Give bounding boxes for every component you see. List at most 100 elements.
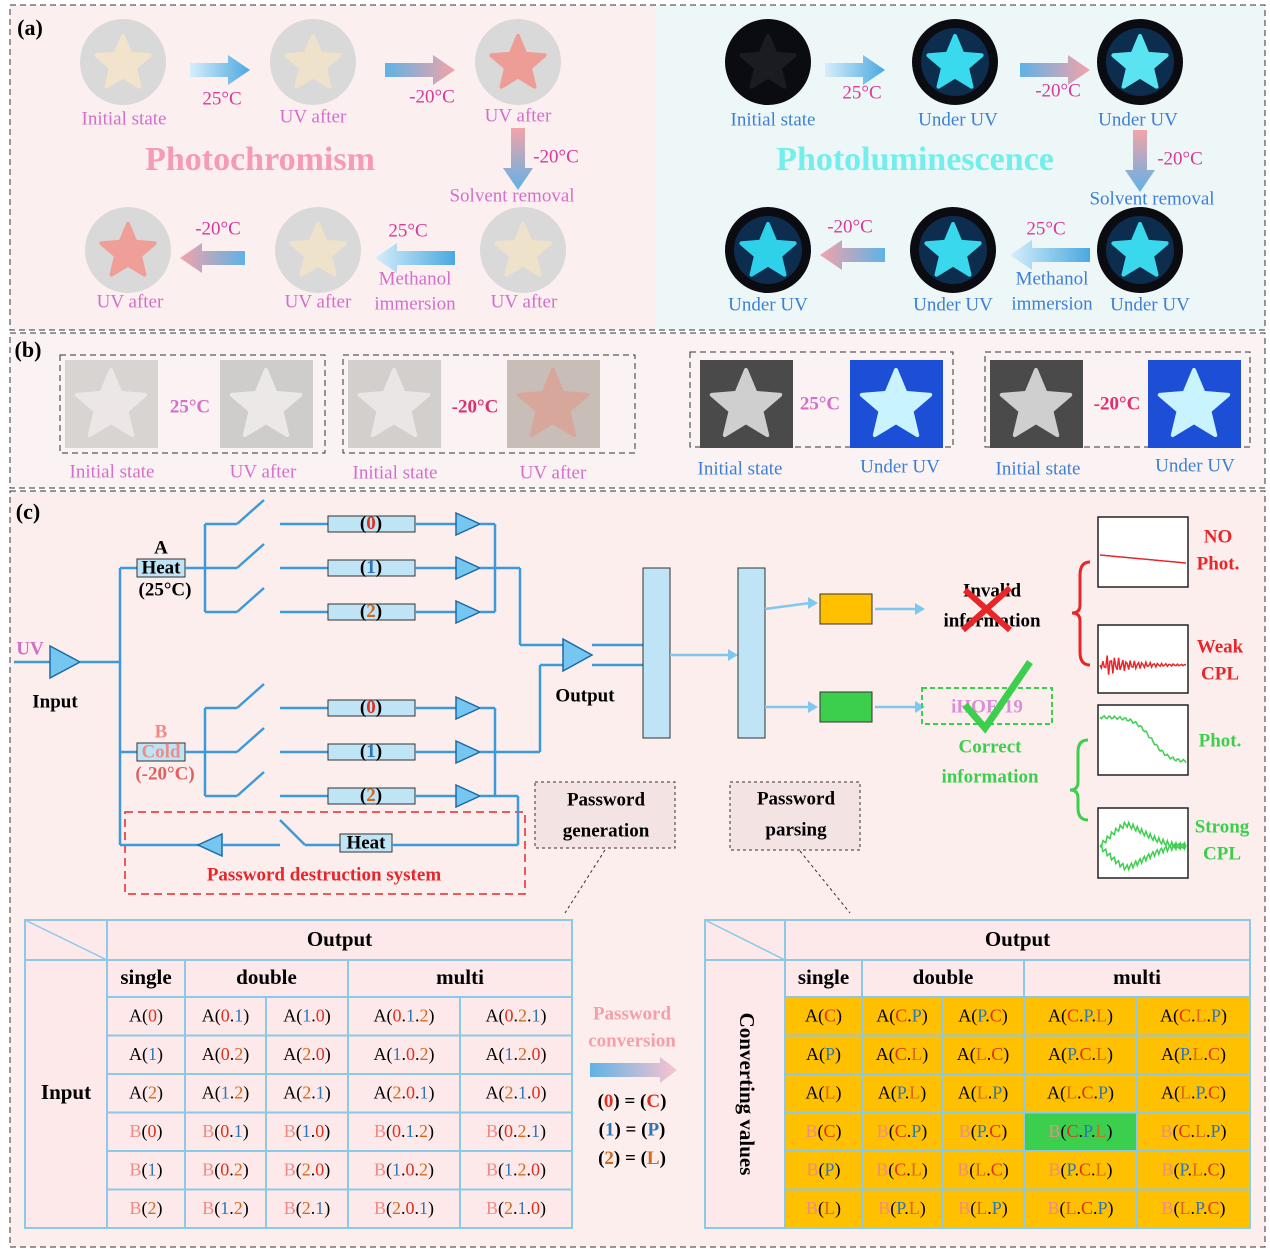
glyph: ( bbox=[360, 513, 366, 534]
glyph: . bbox=[527, 1121, 532, 1141]
glyph: ) bbox=[1003, 1044, 1009, 1065]
glyph: 0 bbox=[366, 513, 376, 534]
glyph: . bbox=[1093, 1198, 1098, 1218]
glyph: ( bbox=[214, 1159, 220, 1180]
glyph: ) bbox=[324, 1159, 330, 1180]
label: UV after bbox=[230, 461, 297, 482]
label: A(2) bbox=[129, 1082, 163, 1103]
glyph: P bbox=[992, 1082, 1002, 1102]
label: iHOF-19 bbox=[951, 696, 1023, 717]
glyph: L bbox=[1193, 1044, 1204, 1064]
glyph: A bbox=[129, 1044, 142, 1064]
glyph: P bbox=[647, 1120, 659, 1141]
label: -20°C bbox=[1094, 393, 1141, 414]
glyph: ( bbox=[641, 1120, 647, 1141]
label: Solvent removal bbox=[449, 185, 574, 206]
glyph: . bbox=[401, 1121, 406, 1141]
arrow-head bbox=[915, 603, 925, 615]
label: Initial state bbox=[996, 458, 1081, 479]
glyph: 1 bbox=[316, 1082, 325, 1102]
cell-bg bbox=[1137, 1035, 1250, 1074]
glyph: ) bbox=[324, 1198, 330, 1219]
glyph: 2 bbox=[302, 1082, 311, 1102]
glyph: B bbox=[284, 1198, 296, 1218]
glyph: 1 bbox=[393, 1044, 402, 1064]
glyph: ) bbox=[1108, 1082, 1114, 1103]
label: A(1.2) bbox=[202, 1082, 250, 1103]
cell-bg bbox=[1024, 997, 1137, 1036]
glyph: A bbox=[202, 1005, 215, 1025]
glyph: A bbox=[805, 1005, 818, 1025]
glyph: . bbox=[311, 1082, 316, 1102]
glyph: 0 bbox=[532, 1082, 541, 1102]
label: B(C.L) bbox=[876, 1159, 928, 1180]
glyph: . bbox=[1092, 1044, 1097, 1064]
glyph: B bbox=[959, 1121, 971, 1141]
decoder bbox=[737, 567, 766, 739]
glyph: ( bbox=[214, 1198, 220, 1219]
glyph: ) bbox=[541, 1044, 547, 1065]
glyph: ) bbox=[243, 1082, 249, 1103]
glyph: 2 bbox=[234, 1082, 243, 1102]
arrow-head bbox=[808, 701, 818, 713]
glyph: B bbox=[202, 1159, 214, 1179]
label: B(L.P) bbox=[958, 1198, 1008, 1219]
star bbox=[74, 368, 148, 438]
cell-bg bbox=[942, 1189, 1024, 1228]
glyph: L bbox=[976, 1044, 987, 1064]
glyph: A bbox=[878, 1082, 891, 1102]
glyph: . bbox=[415, 1198, 420, 1218]
glyph: P bbox=[1211, 1121, 1221, 1141]
star bbox=[1111, 34, 1169, 89]
label: Password bbox=[757, 788, 836, 809]
label: -20°C bbox=[827, 216, 873, 237]
glyph: B bbox=[876, 1159, 888, 1179]
glyph: ) bbox=[836, 1121, 842, 1142]
glyph: . bbox=[527, 1198, 532, 1218]
glyph: C bbox=[1081, 1082, 1093, 1102]
label: B(P.L) bbox=[878, 1198, 926, 1219]
glyph: C bbox=[1067, 1005, 1079, 1025]
label: Phot. bbox=[1199, 730, 1242, 751]
glyph: ( bbox=[498, 1159, 504, 1180]
label: A(C) bbox=[805, 1005, 842, 1026]
label: B(P.C.L) bbox=[1048, 1159, 1112, 1180]
glyph: ( bbox=[386, 1198, 392, 1219]
cell-bg bbox=[942, 1074, 1024, 1113]
label: 25°C bbox=[170, 396, 210, 417]
glyph: P bbox=[912, 1005, 922, 1025]
glyph: L bbox=[1179, 1198, 1190, 1218]
glyph: 2 bbox=[518, 1005, 527, 1025]
glyph: ) bbox=[835, 1159, 841, 1180]
label: Under UV bbox=[913, 294, 993, 315]
glyph: B bbox=[486, 1159, 498, 1179]
glyph: L bbox=[977, 1082, 988, 1102]
cell-bg bbox=[785, 1189, 862, 1228]
glyph: . bbox=[230, 1005, 235, 1025]
glyph: ( bbox=[499, 1044, 505, 1065]
glyph: ) bbox=[428, 1121, 434, 1142]
glyph: 0 bbox=[531, 1159, 540, 1179]
glyph: . bbox=[1091, 1159, 1096, 1179]
buffer bbox=[455, 599, 482, 625]
label: Output bbox=[985, 927, 1050, 951]
glyph: 1 bbox=[302, 1121, 311, 1141]
label: B(L.P.C) bbox=[1161, 1198, 1225, 1219]
glyph: 0 bbox=[504, 1121, 513, 1141]
glyph: A bbox=[283, 1044, 296, 1064]
label: 25°C bbox=[388, 220, 427, 241]
glyph: . bbox=[401, 1198, 406, 1218]
glyph: 0 bbox=[406, 1198, 415, 1218]
glyph: . bbox=[514, 1082, 519, 1102]
glyph: ( bbox=[498, 1198, 504, 1219]
label: A(P.C.L) bbox=[1048, 1044, 1113, 1065]
glyph: ) bbox=[613, 1091, 619, 1112]
glyph: . bbox=[1079, 1121, 1084, 1141]
glyph: ) bbox=[1220, 1198, 1226, 1219]
signal-curve bbox=[1099, 554, 1187, 564]
buffer bbox=[455, 511, 482, 537]
glyph: 0 bbox=[393, 1005, 402, 1025]
step-frame bbox=[729, 781, 861, 851]
glyph: 1 bbox=[419, 1198, 428, 1218]
glyph: C bbox=[991, 1044, 1003, 1064]
